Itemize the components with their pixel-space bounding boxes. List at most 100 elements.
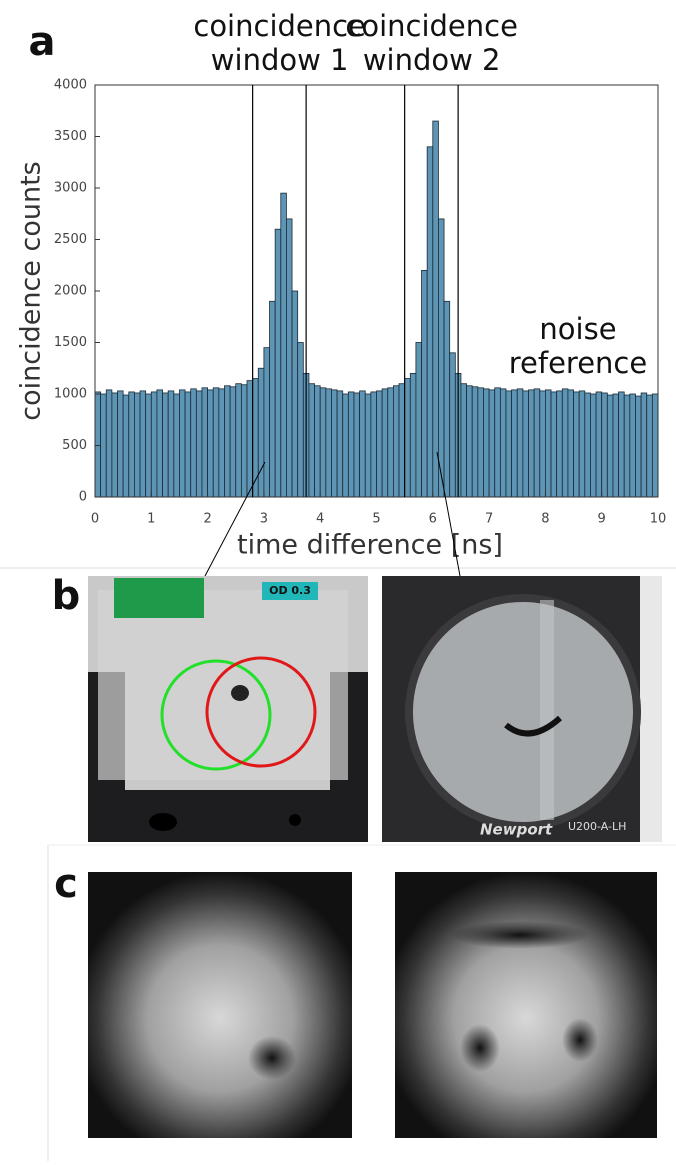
bar: [426, 146, 434, 498]
bar: [269, 300, 276, 498]
bar: [550, 391, 558, 498]
bar: [195, 390, 203, 498]
bar: [224, 385, 231, 498]
annotation: window 2: [363, 43, 501, 77]
annotation: window 1: [211, 43, 349, 77]
bar: [640, 392, 648, 498]
bar: [201, 387, 209, 498]
bar: [331, 389, 338, 498]
bar: [601, 392, 608, 498]
x-axis-label: time difference [ns]: [237, 530, 503, 561]
photo-text: U200-A-LH: [568, 820, 626, 833]
x-tick-label: 0: [91, 512, 99, 527]
bar: [392, 385, 400, 498]
bar: [364, 393, 372, 498]
bar: [494, 387, 501, 498]
bar: [162, 392, 169, 498]
bar: [528, 389, 535, 498]
bar: [533, 388, 541, 498]
annotation: coincidence: [345, 9, 518, 43]
x-tick-label: 6: [429, 512, 437, 527]
bar: [381, 388, 389, 498]
annotation: reference: [509, 346, 647, 380]
bar: [449, 352, 456, 498]
image-window-2: [395, 872, 657, 1138]
bar: [421, 269, 428, 498]
bar: [179, 389, 186, 498]
x-tick-label: 10: [650, 512, 667, 527]
bar: [286, 218, 293, 498]
bar: [432, 120, 439, 498]
bar: [612, 393, 619, 498]
bar: [539, 390, 546, 498]
bar: [353, 392, 361, 498]
bar: [471, 386, 479, 498]
image-window-1: [88, 872, 352, 1138]
photo-mirror: Newport U200-A-LH: [382, 576, 662, 842]
bar: [466, 385, 473, 498]
x-tick-label: 5: [372, 512, 380, 527]
annotation: noise: [539, 312, 616, 346]
bar: [274, 228, 282, 498]
bar: [578, 390, 586, 498]
connector: [436, 451, 461, 577]
bar: [156, 389, 163, 498]
bar: [415, 342, 422, 498]
bar: [263, 347, 270, 498]
panel-label: b: [52, 573, 81, 619]
bar: [629, 393, 636, 498]
bar: [336, 390, 344, 498]
x-tick-label: 1: [147, 512, 155, 527]
y-tick-label: 3500: [54, 129, 87, 144]
bar: [404, 378, 411, 498]
panel-label: c: [54, 861, 78, 907]
bar: [257, 367, 265, 498]
bar: [94, 391, 102, 498]
bar: [291, 290, 299, 498]
bar: [595, 391, 603, 498]
y-axis-label: coincidence counts: [16, 161, 47, 420]
bar: [100, 393, 107, 498]
bar: [167, 390, 175, 498]
bar: [556, 390, 563, 498]
bar: [387, 387, 394, 498]
bar: [545, 389, 552, 498]
bar: [443, 300, 451, 498]
bar: [573, 391, 580, 498]
bar: [325, 388, 332, 498]
bar: [128, 391, 135, 498]
bar: [511, 389, 518, 498]
bar: [342, 393, 349, 498]
y-tick-label: 1500: [54, 335, 87, 350]
bar: [567, 389, 574, 498]
bar: [314, 385, 321, 498]
bar: [505, 390, 513, 498]
photo-text: Newport: [480, 821, 553, 839]
panel-label: a: [29, 19, 56, 65]
bar: [150, 391, 158, 498]
bar: [460, 383, 467, 498]
bar: [499, 388, 507, 498]
bar: [584, 392, 591, 498]
y-tick-label: 3000: [54, 181, 87, 196]
connector: [204, 461, 266, 577]
histogram-chart: 0 500 1000 1500 2000 2500 3000 3500 4000 0 1 2 3 4 5 6 7…: [16, 9, 667, 577]
bar: [483, 388, 490, 498]
bar: [319, 387, 327, 498]
bar: [105, 389, 113, 498]
bar: [438, 218, 445, 498]
bar: [651, 393, 659, 498]
bar: [229, 386, 237, 498]
bar: [646, 394, 653, 498]
bar: [190, 388, 197, 498]
bar: [280, 192, 287, 498]
y-tick-label: 1000: [54, 387, 87, 402]
bar: [590, 393, 597, 498]
bar: [409, 372, 417, 498]
bar: [398, 383, 406, 498]
x-tick-label: 4: [316, 512, 324, 527]
y-tick-label: 2000: [54, 284, 87, 299]
x-tick-label: 3: [260, 512, 268, 527]
bar: [145, 393, 152, 498]
x-tick-label: 2: [203, 512, 211, 527]
